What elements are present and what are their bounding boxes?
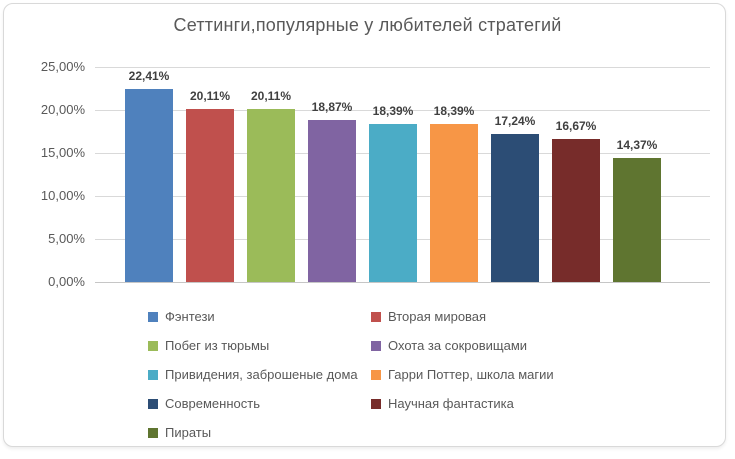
bar-value-label: 18,39% <box>433 103 475 118</box>
legend-swatch-icon <box>148 311 158 322</box>
legend: Фэнтези Вторая мировая Побег из тюрьмы Охот… <box>148 302 554 447</box>
y-tick-label: 25,00% <box>40 59 85 74</box>
legend-item: Современность <box>148 396 371 411</box>
bar-series-2 <box>186 109 234 282</box>
bar-series-1 <box>125 89 173 282</box>
legend-label: Гарри Поттер, школа магии <box>388 367 554 382</box>
legend-label: Фэнтези <box>165 309 215 324</box>
y-axis-labels: 0,00% 5,00% 10,00% 15,00% 20,00% 25,00% <box>0 0 85 300</box>
y-tick-label: 10,00% <box>40 188 85 203</box>
gridline <box>95 109 710 111</box>
bar-value-label: 16,67% <box>555 118 597 133</box>
bar-value-label: 20,11% <box>250 89 292 104</box>
y-tick-label: 15,00% <box>40 145 85 160</box>
bar-value-label: 14,37% <box>616 138 658 153</box>
y-tick-label: 5,00% <box>48 231 85 246</box>
legend-item: Побег из тюрьмы <box>148 338 371 353</box>
bar-value-label: 20,11% <box>189 89 231 104</box>
legend-label: Вторая мировая <box>388 309 487 324</box>
gridline <box>95 66 710 68</box>
bar-series-5 <box>369 123 417 282</box>
legend-item: Гарри Поттер, школа магии <box>371 367 554 382</box>
legend-swatch-icon <box>148 427 158 438</box>
bar-series-9 <box>613 158 661 282</box>
legend-swatch-icon <box>148 369 158 380</box>
chart-frame <box>3 3 726 447</box>
bar-value-label: 18,39% <box>372 103 414 118</box>
legend-label: Охота за сокровищами <box>388 338 528 353</box>
bar-series-3 <box>247 109 295 282</box>
y-tick-label: 0,00% <box>48 274 85 289</box>
bar-value-label: 17,24% <box>494 113 536 128</box>
gridline <box>95 281 710 283</box>
legend-swatch-icon <box>371 398 381 409</box>
legend-item: Пираты <box>148 425 371 440</box>
legend-item: Научная фантастика <box>371 396 554 411</box>
bar-series-6 <box>430 123 478 282</box>
legend-swatch-icon <box>148 340 158 351</box>
legend-swatch-icon <box>371 311 381 322</box>
legend-item: Вторая мировая <box>371 309 554 324</box>
y-tick-label: 20,00% <box>40 102 85 117</box>
bar-series-8 <box>552 138 600 282</box>
bar-value-label: 18,87% <box>311 99 353 114</box>
bar-value-label: 22,41% <box>128 69 170 84</box>
legend-item: Фэнтези <box>148 309 371 324</box>
bar-series-4 <box>308 119 356 282</box>
legend-item: Привидения, заброшеные дома <box>148 367 371 382</box>
legend-item: Охота за сокровищами <box>371 338 554 353</box>
chart-title: Сеттинги,популярные у любителей стратеги… <box>173 15 562 35</box>
legend-label: Современность <box>165 396 260 411</box>
legend-label: Пираты <box>165 425 212 440</box>
bar-series-7 <box>491 133 539 282</box>
legend-label: Привидения, заброшеные дома <box>165 367 358 382</box>
plot-area: 22,41% 20,11% 20,11% 18,87% 18,39% 18,39% 17,2… <box>95 66 710 283</box>
legend-swatch-icon <box>148 398 158 409</box>
legend-swatch-icon <box>371 340 381 351</box>
legend-label: Научная фантастика <box>388 396 514 411</box>
legend-swatch-icon <box>371 369 381 380</box>
legend-label: Побег из тюрьмы <box>165 338 270 353</box>
